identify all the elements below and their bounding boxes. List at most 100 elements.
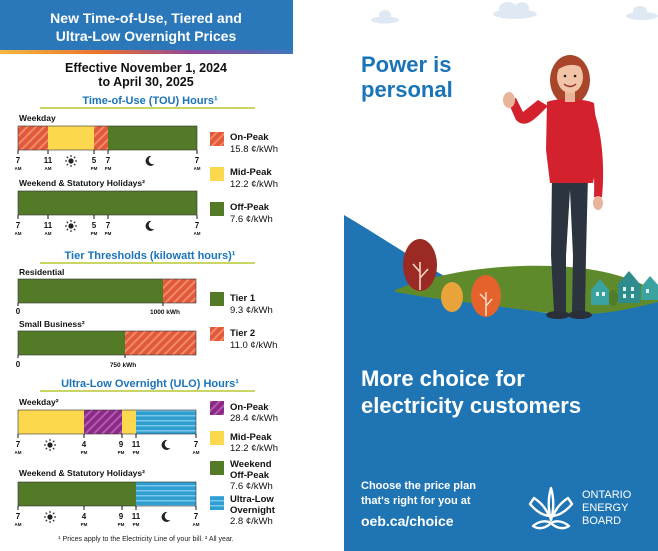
tree-icon bbox=[471, 275, 501, 317]
tick-label: 7 bbox=[16, 156, 21, 165]
tick-label: 11 bbox=[44, 221, 53, 230]
sun-icon bbox=[64, 219, 78, 233]
legend-price: 11.0 ¢/kWh bbox=[230, 340, 277, 351]
tick-sub: AM bbox=[193, 522, 200, 527]
tou-weekend-label: Weekend & Statutory Holidays² bbox=[19, 178, 145, 188]
logo-line2: ENERGY bbox=[582, 502, 629, 514]
small-business-bar bbox=[17, 330, 197, 358]
legend-price: 7.6 ¢/kWh bbox=[230, 481, 273, 492]
footnote: ¹ Prices apply to the Electricity Line o… bbox=[58, 536, 234, 543]
header-bar bbox=[0, 0, 293, 50]
moon-icon bbox=[161, 439, 171, 450]
residential-bar bbox=[17, 278, 197, 306]
main-heading-line1: More choice for bbox=[361, 366, 525, 391]
header-title-line2: Ultra-Low Overnight Prices bbox=[56, 28, 237, 44]
legend-price: 15.8 ¢/kWh bbox=[230, 144, 278, 155]
tick-label: 7 bbox=[16, 440, 21, 449]
cta-line2: that's right for you at bbox=[361, 495, 471, 507]
headline-line1: Power is bbox=[361, 52, 451, 77]
house-icon bbox=[641, 276, 658, 300]
small-business-zero: 0 bbox=[16, 360, 21, 369]
tree-icon bbox=[608, 290, 618, 306]
sun-icon bbox=[43, 438, 57, 452]
tick-sub: AM bbox=[45, 166, 52, 171]
tick-label: 4 bbox=[82, 440, 87, 449]
logo-line1: ONTARIO bbox=[582, 489, 632, 501]
legend-name-line2: Overnight bbox=[230, 505, 276, 516]
ulo-weekday-bar bbox=[17, 409, 197, 435]
tick-label: 11 bbox=[132, 440, 141, 449]
effective-date-line1: Effective November 1, 2024 bbox=[65, 61, 227, 75]
header-rainbow-strip bbox=[0, 50, 293, 54]
tick-label: 7 bbox=[106, 221, 111, 230]
tick-label: 7 bbox=[16, 221, 21, 230]
tier-legend: Tier 1 9.3 ¢/kWh Tier 2 11.0 ¢/kWh bbox=[210, 292, 277, 351]
tick-sub: AM bbox=[15, 522, 22, 527]
tick-label: 7 bbox=[16, 512, 21, 521]
tou-weekday-axis: 7 AM 11 AM 5 PM 7 PM 7 AM bbox=[15, 150, 201, 171]
tick-sub: PM bbox=[133, 522, 140, 527]
woman-illustration bbox=[503, 55, 604, 319]
legend-name: Mid-Peak bbox=[230, 167, 272, 178]
legend-swatch-off-peak bbox=[210, 202, 224, 216]
legend-price: 12.2 ¢/kWh bbox=[230, 179, 278, 190]
main-heading-line2: electricity customers bbox=[361, 393, 581, 418]
tick-sub: PM bbox=[91, 231, 98, 236]
legend-swatch-ulo-on-peak bbox=[210, 401, 224, 415]
cta-line1: Choose the price plan bbox=[361, 480, 476, 492]
ulo-weekend-bar bbox=[17, 481, 197, 507]
tick-label: 7 bbox=[194, 512, 199, 521]
residential-threshold: 1000 kWh bbox=[150, 309, 180, 316]
small-business-threshold: 750 kWh bbox=[110, 362, 136, 369]
tick-sub: AM bbox=[194, 231, 201, 236]
tick-sub: AM bbox=[15, 450, 22, 455]
tou-section-title: Time-of-Use (TOU) Hours¹ bbox=[82, 95, 218, 107]
tick-sub: AM bbox=[194, 166, 201, 171]
ulo-weekday-label: Weekday² bbox=[19, 397, 59, 407]
legend-name: On-Peak bbox=[230, 132, 269, 143]
tick-label: 4 bbox=[82, 512, 87, 521]
leaf-logo-icon bbox=[528, 486, 574, 530]
right-panel: Power is personal bbox=[344, 0, 658, 551]
legend-swatch-tier1 bbox=[210, 292, 224, 306]
legend-name: Mid-Peak bbox=[230, 432, 272, 443]
tou-legend: On-Peak 15.8 ¢/kWh Mid-Peak 12.2 ¢/kWh O… bbox=[210, 132, 278, 225]
tick-sub: PM bbox=[81, 522, 88, 527]
legend-price: 12.2 ¢/kWh bbox=[230, 443, 278, 454]
left-panel: New Time-of-Use, Tiered and Ultra-Low Ov… bbox=[0, 0, 293, 543]
tick-sub: PM bbox=[105, 166, 112, 171]
small-business-label: Small Business² bbox=[19, 319, 85, 329]
ulo-weekend-axis: 7 AM 4 PM 9 PM 11 PM 7 AM bbox=[15, 506, 200, 527]
tick-label: 9 bbox=[119, 440, 124, 449]
legend-name: Off-Peak bbox=[230, 202, 270, 213]
cloud-icon bbox=[626, 6, 658, 20]
tick-label: 7 bbox=[106, 156, 111, 165]
url-link[interactable]: oeb.ca/choice bbox=[361, 513, 454, 529]
ulo-weekend-label: Weekend & Statutory Holidays² bbox=[19, 468, 145, 478]
tick-label: 5 bbox=[92, 221, 97, 230]
legend-swatch-on-peak bbox=[210, 132, 224, 146]
tick-sub: PM bbox=[105, 231, 112, 236]
tick-sub: AM bbox=[15, 166, 22, 171]
tou-weekend-axis: 7 AM 11 AM 5 PM 7 PM 7 AM bbox=[15, 215, 201, 236]
headline-line2: personal bbox=[361, 77, 453, 102]
legend-swatch-tier2 bbox=[210, 327, 224, 341]
tou-weekday-bar bbox=[17, 125, 198, 151]
residential-zero: 0 bbox=[16, 307, 21, 316]
tree-icon bbox=[403, 239, 437, 291]
legend-name-line2: Off-Peak bbox=[230, 470, 270, 481]
legend-price: 9.3 ¢/kWh bbox=[230, 305, 273, 316]
tier-section-title: Tier Thresholds (kilowatt hours)¹ bbox=[65, 250, 236, 262]
moon-icon bbox=[145, 155, 155, 166]
legend-swatch-ultra-low bbox=[210, 496, 224, 510]
cloud-icon bbox=[371, 10, 399, 24]
ulo-weekday-axis: 7 AM 4 PM 9 PM 11 PM 7 AM bbox=[15, 434, 200, 455]
tick-sub: PM bbox=[81, 450, 88, 455]
header-title-line1: New Time-of-Use, Tiered and bbox=[50, 10, 242, 26]
sun-icon bbox=[64, 154, 78, 168]
tick-label: 11 bbox=[44, 156, 53, 165]
tick-label: 5 bbox=[92, 156, 97, 165]
tick-label: 7 bbox=[195, 156, 200, 165]
tick-sub: AM bbox=[15, 231, 22, 236]
logo-line3: BOARD bbox=[582, 515, 621, 527]
